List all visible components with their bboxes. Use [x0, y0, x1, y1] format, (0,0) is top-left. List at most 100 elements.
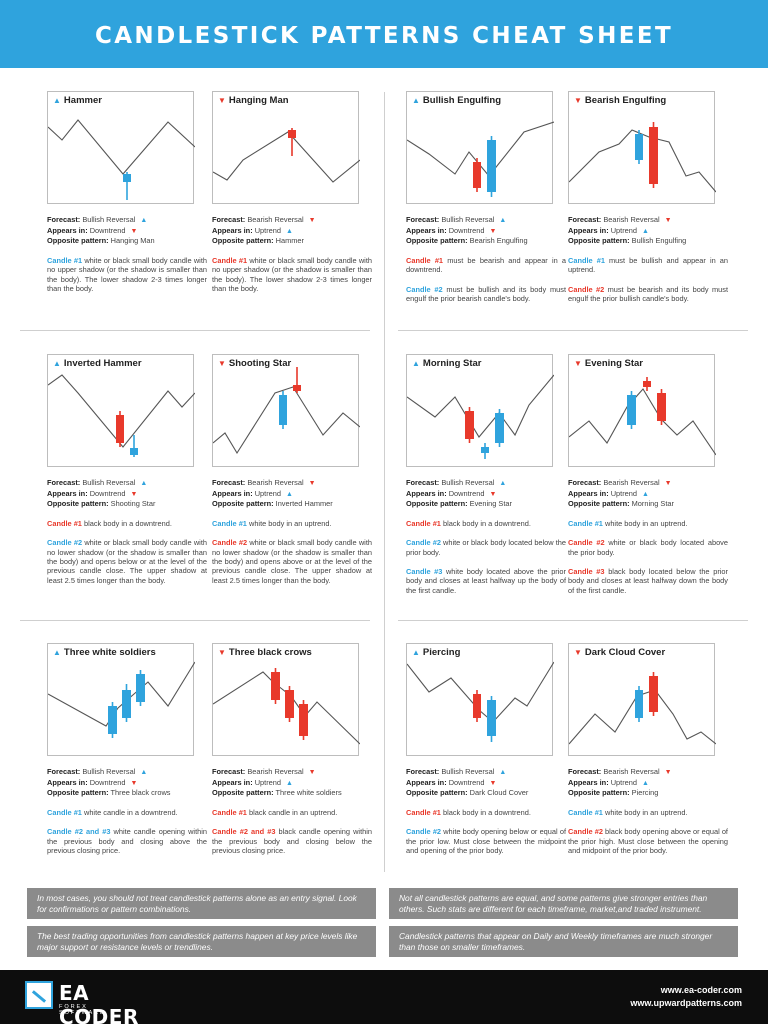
pattern-chart-svg [48, 374, 195, 457]
forecast-value: Bullish Reversal [439, 767, 495, 776]
candle-text: white candle in a downtrend. [81, 807, 178, 817]
candle-body-2 [487, 700, 496, 736]
forecast-row: Forecast: Bearish Reversal ▼ [568, 478, 728, 489]
opposite-pattern-row: Opposite pattern: Piercing [568, 788, 728, 798]
pattern-chart: ▲ Hammer [47, 91, 195, 204]
candle-label: Candle #1 [212, 255, 248, 265]
candle-body-2 [649, 676, 658, 712]
footer-link-ea-coder[interactable]: www.ea-coder.com [660, 985, 742, 995]
pattern-card: ▼ Three black crows Forecast: Bearish Reve… [212, 643, 372, 865]
forecast-row: Forecast: Bullish Reversal ▲ [406, 215, 566, 226]
description-paragraph: Candle #2 must be bearish and its body m… [568, 285, 728, 304]
opposite-pattern-row: Opposite pattern: Three black crows [47, 788, 207, 798]
forecast-label: Forecast: [568, 215, 602, 224]
candle-text: must be bearish and its body must engulf… [568, 284, 728, 303]
down-triangle-icon: ▼ [664, 480, 672, 487]
opposite-pattern-value: Piercing [629, 788, 659, 798]
candle-body-1 [473, 694, 481, 718]
opposite-pattern-value: Morning Star [629, 499, 674, 509]
candle-body-1 [116, 415, 124, 443]
price-trend-line [407, 121, 554, 177]
pattern-title: ▲ Morning Star [412, 358, 482, 369]
pattern-title-text: Dark Cloud Cover [584, 647, 666, 658]
pattern-title: ▼ Three black crows [218, 647, 312, 658]
candle-text: white body in an uptrend. [246, 518, 332, 528]
candle-label: Candle #2 and #3 [212, 827, 276, 837]
description-paragraph: Candle #3 black body located below the p… [568, 567, 728, 595]
down-triangle-icon: ▼ [489, 490, 497, 498]
appears-in-row: Appears in: Uptrend ▲ [212, 778, 372, 789]
pattern-chart-svg [407, 661, 554, 742]
page-title: CANDLESTICK PATTERNS CHEAT SHEET [94, 23, 674, 49]
candle-body-1 [635, 134, 643, 160]
pattern-chart-svg [569, 122, 716, 193]
pattern-description: Candle #1 white candle in a downtrend. Ca… [47, 808, 207, 856]
appears-in-value: Downtrend [446, 488, 485, 498]
candle-body-1 [473, 162, 481, 188]
forecast-value: Bearish Reversal [245, 215, 304, 224]
pattern-title-text: Three black crows [228, 647, 312, 658]
appears-in-label: Appears in: [406, 225, 447, 235]
down-triangle-icon: ▼ [130, 490, 138, 498]
footer-link-upwardpatterns[interactable]: www.upwardpatterns.com [630, 998, 742, 1008]
up-triangle-icon: ▲ [286, 490, 293, 498]
pattern-meta: Forecast: Bearish Reversal ▼ Appears in: U… [212, 215, 372, 246]
down-triangle-icon: ▼ [218, 648, 226, 657]
pattern-title-text: Hanging Man [228, 95, 289, 106]
forecast-value: Bearish Reversal [601, 767, 660, 776]
candle-text: must be bearish and appear in a downtren… [406, 255, 566, 275]
candle-label: Candle #1 [406, 255, 444, 265]
candle-label: Candle #1 [47, 807, 82, 817]
description-paragraph: Candle #1 black body in a downtrend. [406, 519, 566, 528]
up-triangle-icon: ▲ [140, 480, 148, 487]
pattern-description: Candle #1 white body in an uptrend. Candl… [212, 519, 372, 585]
pattern-chart-svg [407, 121, 554, 197]
candle-text: white or black small body candle with no… [212, 255, 372, 293]
candle-label: Candle #2 and #3 [47, 827, 111, 837]
pattern-card: ▲ Bullish Engulfing Forecast: Bullish Reve… [406, 91, 566, 313]
description-paragraph: Candle #1 black body in a downtrend. [47, 519, 207, 528]
appears-in-value: Downtrend [87, 488, 126, 498]
appears-in-row: Appears in: Downtrend ▼ [406, 778, 566, 789]
price-trend-line [48, 119, 195, 175]
appears-in-row: Appears in: Uptrend ▲ [212, 489, 372, 500]
pattern-chart: ▲ Inverted Hammer [47, 354, 195, 467]
up-triangle-icon: ▲ [412, 359, 420, 368]
pattern-description: Candle #1 white body in an uptrend. Candl… [568, 519, 728, 595]
candle-text: black body opening above or equal of the… [568, 827, 728, 855]
opposite-pattern-row: Opposite pattern: Inverted Hammer [212, 499, 372, 509]
candle-body-1 [271, 672, 280, 700]
logo-mark-icon [25, 981, 53, 1009]
candle-text: white candle opening within the previous… [47, 827, 207, 855]
down-triangle-icon: ▼ [130, 779, 138, 787]
opposite-pattern-row: Opposite pattern: Shooting Star [47, 499, 207, 509]
opposite-pattern-label: Opposite pattern: [212, 788, 274, 798]
opposite-pattern-row: Opposite pattern: Bearish Engulfing [406, 236, 566, 246]
appears-in-label: Appears in: [212, 225, 253, 235]
forecast-value: Bullish Reversal [439, 478, 495, 487]
appears-in-label: Appears in: [212, 488, 253, 498]
appears-in-row: Appears in: Downtrend ▼ [406, 226, 566, 237]
candle-body-3 [299, 704, 308, 736]
forecast-value: Bullish Reversal [80, 478, 136, 487]
pattern-description: Candle #1 must be bullish and appear in … [568, 256, 728, 304]
pattern-meta: Forecast: Bullish Reversal ▲ Appears in: D… [47, 767, 207, 798]
pattern-description: Candle #1 must be bearish and appear in … [406, 256, 566, 304]
note-4: Candlestick patterns that appear on Dail… [389, 926, 738, 957]
opposite-pattern-row: Opposite pattern: Three white soldiers [212, 788, 372, 798]
candle-body-2 [481, 447, 489, 453]
candle-label: Candle #1 [568, 518, 603, 528]
candle-label: Candle #1 [406, 807, 441, 817]
pattern-title: ▼ Shooting Star [218, 358, 291, 369]
candle-body-3 [495, 413, 504, 443]
opposite-pattern-value: Evening Star [467, 499, 512, 509]
candle-text: black candle opening within the previous… [212, 827, 372, 855]
pattern-title-text: Piercing [422, 647, 461, 658]
pattern-description: Candle #1 black candle in an uptrend. Can… [212, 808, 372, 856]
opposite-pattern-row: Opposite pattern: Bullish Engulfing [568, 236, 728, 246]
up-triangle-icon: ▲ [140, 217, 148, 224]
ea-coder-logo[interactable]: EA CODER FOREX SOFTWARE [25, 981, 138, 1024]
forecast-value: Bearish Reversal [245, 767, 304, 776]
candle-body-2 [643, 381, 651, 387]
candle-body-1 [279, 395, 287, 425]
